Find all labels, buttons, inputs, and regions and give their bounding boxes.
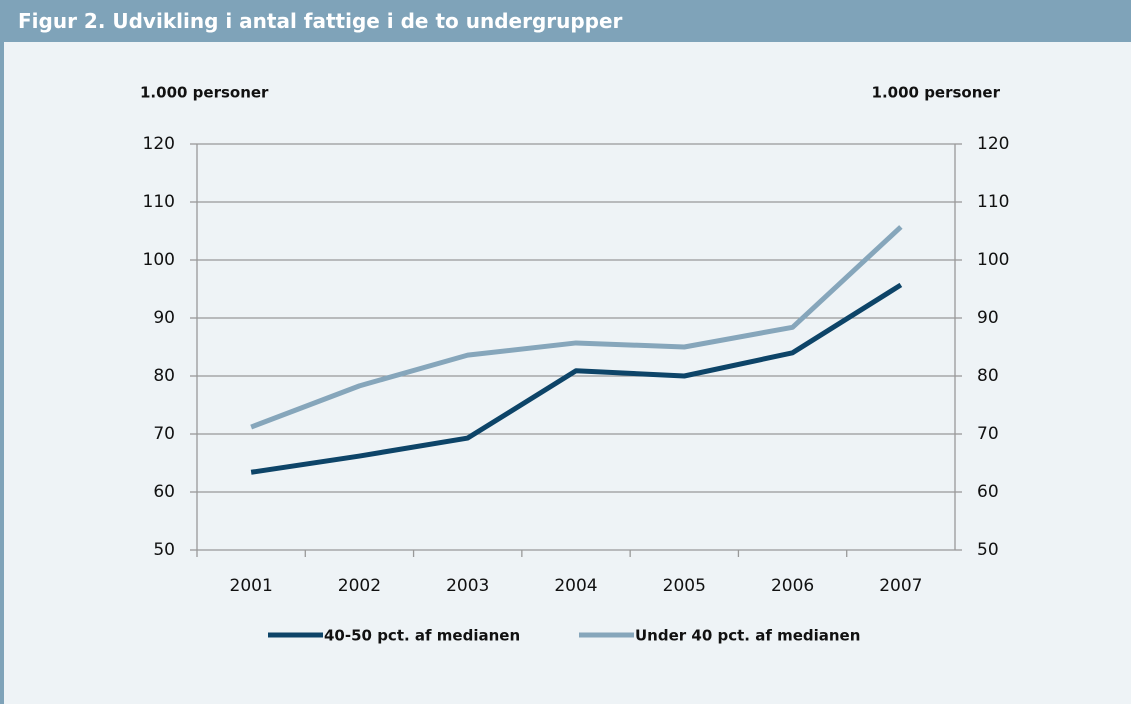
- y-tick-label: 60: [153, 482, 175, 502]
- legend-label: Under 40 pct. af medianen: [635, 627, 860, 645]
- y2-tick-label: 60: [977, 482, 999, 502]
- y-tick-label: 50: [153, 540, 175, 560]
- x-tick-label: 2002: [338, 576, 381, 596]
- y-tick-label: 100: [143, 250, 175, 270]
- series-line: [250, 225, 903, 430]
- x-tick-label: 2003: [446, 576, 489, 596]
- x-tick-label: 2007: [879, 576, 922, 596]
- y2-tick-label: 90: [977, 308, 999, 328]
- y-tick-label: 90: [153, 308, 175, 328]
- y-axis-label: 1.000 personer: [140, 84, 269, 102]
- x-tick-label: 2004: [554, 576, 597, 596]
- y-tick-label: 120: [143, 134, 175, 154]
- series-line: [250, 282, 903, 475]
- y2-tick-label: 70: [977, 424, 999, 444]
- y2-tick-label: 110: [977, 192, 1009, 212]
- y2-tick-label: 120: [977, 134, 1009, 154]
- y-tick-label: 80: [153, 366, 175, 386]
- x-tick-label: 2005: [663, 576, 706, 596]
- y2-tick-label: 80: [977, 366, 999, 386]
- x-tick-label: 2006: [771, 576, 814, 596]
- figure-title: Figur 2. Udvikling i antal fattige i de …: [0, 0, 1131, 42]
- y2-tick-label: 50: [977, 540, 999, 560]
- y-tick-label: 110: [143, 192, 175, 212]
- x-tick-label: 2001: [230, 576, 273, 596]
- y-tick-label: 70: [153, 424, 175, 444]
- legend-label: 40-50 pct. af medianen: [324, 627, 520, 645]
- y2-axis-label: 1.000 personer: [872, 84, 1001, 102]
- side-bar: [0, 42, 4, 704]
- y2-tick-label: 100: [977, 250, 1009, 270]
